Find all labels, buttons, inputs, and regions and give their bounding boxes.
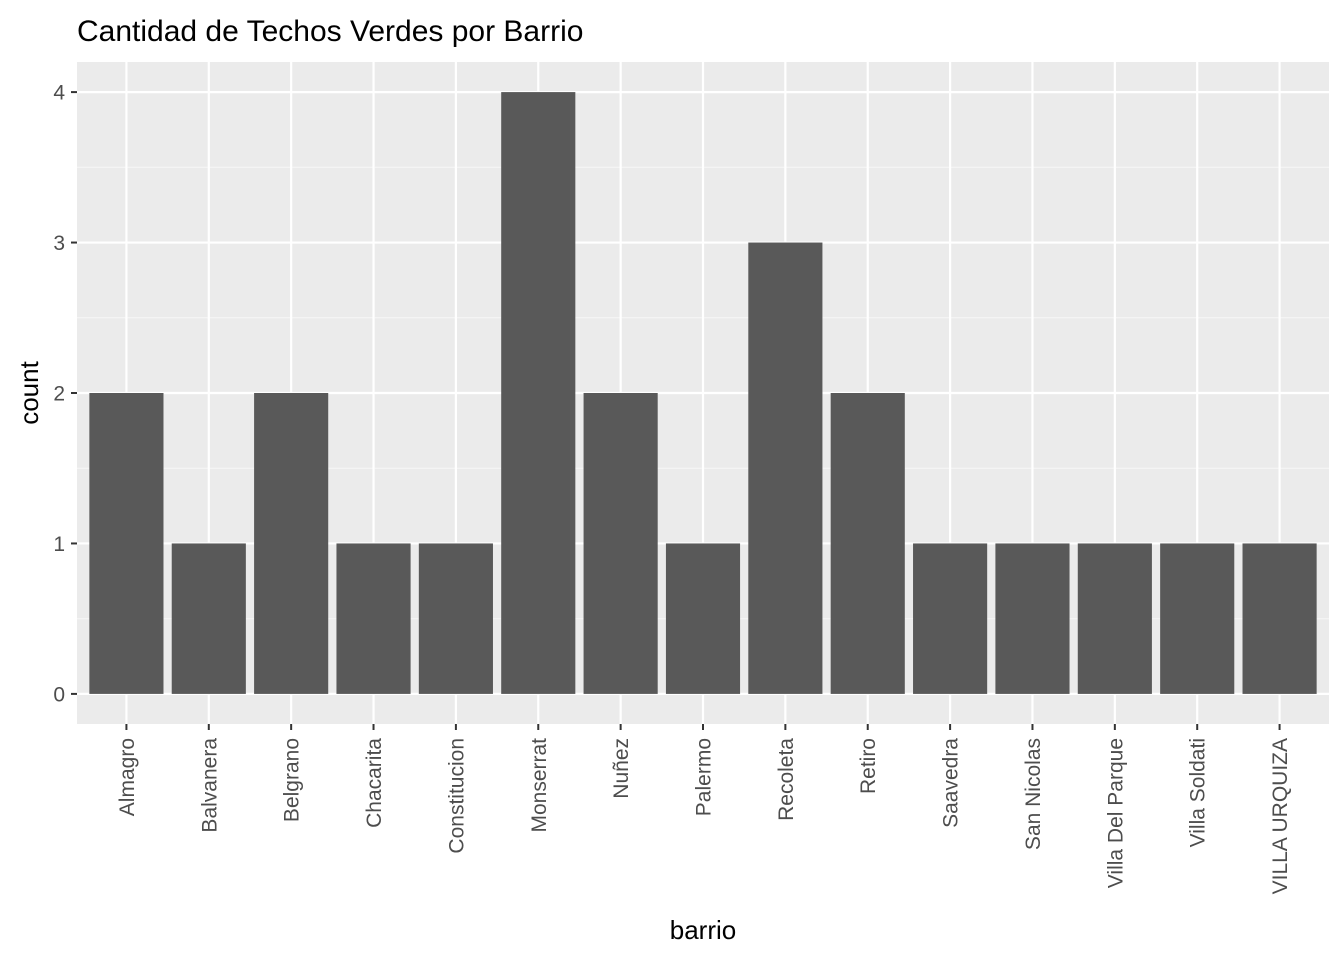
bar-constitucion <box>418 543 493 694</box>
x-tick-label: Almagro <box>116 738 139 816</box>
x-tick-label: Constitucion <box>445 738 468 854</box>
bar-monserrat <box>501 92 576 694</box>
y-axis-title: count <box>14 360 44 424</box>
y-tick-label: 3 <box>53 232 65 255</box>
bars <box>89 92 1317 694</box>
bar-villa-urquiza <box>1242 543 1317 694</box>
x-axis: Almagro Balvanera Belgrano Chacarita Constit… <box>116 724 1292 894</box>
bar-villa-soldati <box>1160 543 1235 694</box>
bar-nu-ez <box>583 393 658 694</box>
x-axis-title: barrio <box>670 915 736 945</box>
bar-villa-del-parque <box>1077 543 1152 694</box>
x-tick-label: Balvanera <box>198 738 221 833</box>
bar-retiro <box>830 393 905 694</box>
y-tick-label: 1 <box>53 533 65 556</box>
x-tick-label: VILLA URQUIZA <box>1269 738 1292 894</box>
x-tick-label: Chacarita <box>363 738 386 828</box>
bar-saavedra <box>913 543 988 694</box>
y-axis: 0 1 2 3 4 <box>53 82 77 706</box>
bar-belgrano <box>254 393 329 694</box>
x-tick-label: Recoleta <box>775 738 798 821</box>
x-tick-label: Villa Del Parque <box>1104 738 1127 888</box>
chart-title: Cantidad de Techos Verdes por Barrio <box>77 15 583 48</box>
bar-balvanera <box>171 543 246 694</box>
y-tick-label: 4 <box>53 82 65 105</box>
y-tick-label: 0 <box>53 683 65 706</box>
x-tick-label: Nuñez <box>610 738 633 799</box>
bar-recoleta <box>748 242 823 694</box>
y-tick-label: 2 <box>53 383 65 406</box>
x-tick-label: San Nicolas <box>1022 738 1045 850</box>
x-tick-label: Belgrano <box>281 738 304 822</box>
x-tick-label: Villa Soldati <box>1187 738 1210 847</box>
bar-chacarita <box>336 543 411 694</box>
x-tick-label: Palermo <box>693 738 716 816</box>
bar-almagro <box>89 393 164 694</box>
x-tick-label: Saavedra <box>940 738 963 828</box>
x-tick-label: Monserrat <box>528 738 551 833</box>
x-tick-label: Retiro <box>857 738 880 794</box>
bar-palermo <box>665 543 741 694</box>
bar-san-nicolas <box>995 543 1070 694</box>
